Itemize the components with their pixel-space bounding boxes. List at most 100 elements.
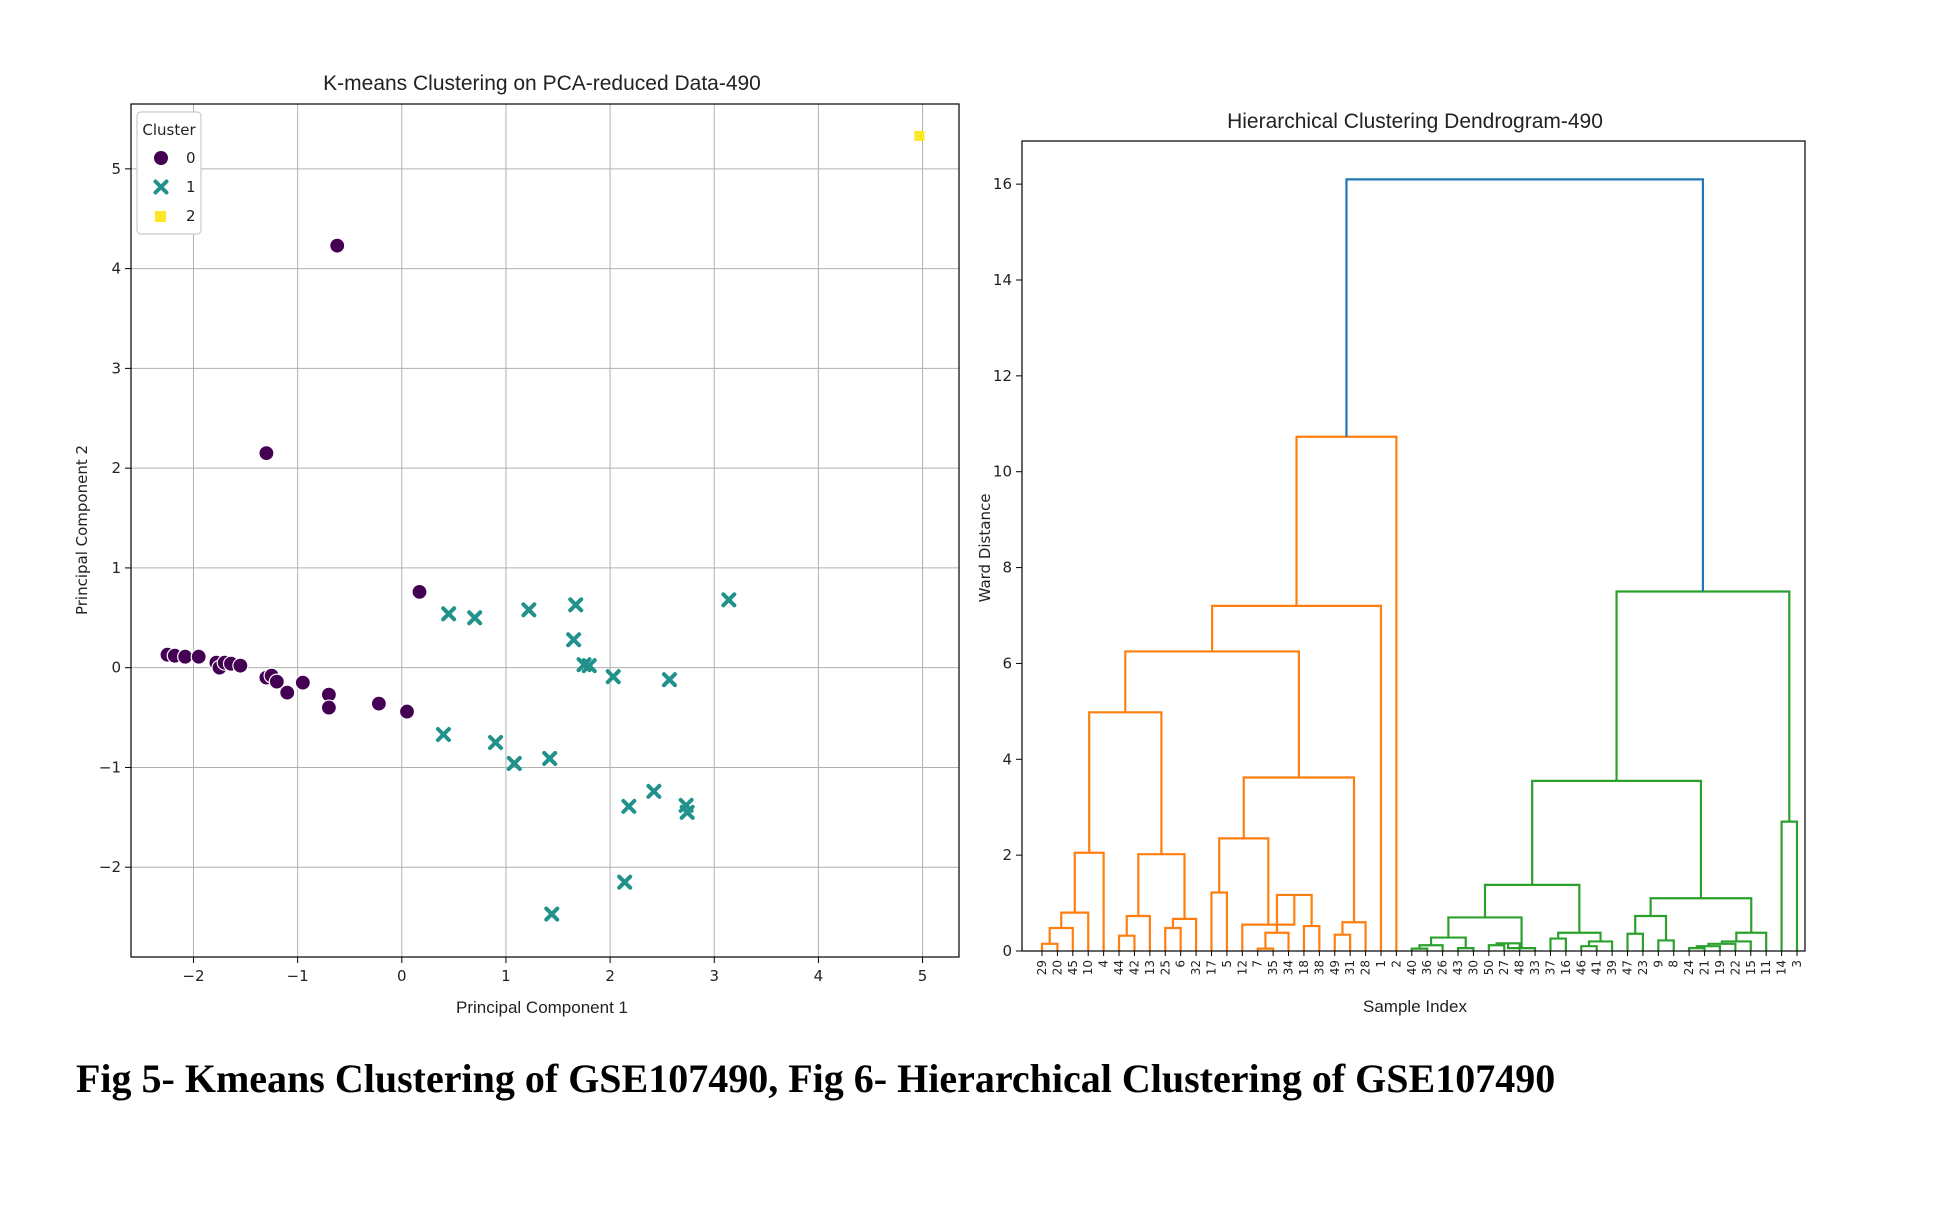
data-point-cluster-1 [621,798,637,814]
leaf-label: 38 [1312,960,1326,975]
leaf-label: 5 [1220,960,1234,968]
leaf-label: 26 [1436,960,1450,975]
dendro-link-orange [1124,650,1300,778]
dendro-link-green [1780,820,1799,951]
dendro-link-green [1634,914,1668,941]
dendro-link-orange [1117,934,1136,951]
leaf-label: 34 [1282,960,1296,975]
data-point-cluster-0 [268,673,285,690]
dendro-link-orange [1164,926,1182,951]
dendrogram-leaf-labels: 29 20 45 10 4 44 42 13 25 6 32 17 5 12 7 35 34 18 38 49 31 28… [1035,951,1804,975]
dendro-y-tick-label: 4 [1002,750,1012,768]
data-point-cluster-1 [605,669,621,685]
leaf-label: 48 [1513,960,1527,975]
y-tick-label: 0 [111,659,121,677]
data-point-cluster-1 [679,804,695,820]
leaf-label: 39 [1605,960,1619,975]
dendro-link-green [1580,945,1598,951]
leaf-label: 45 [1066,960,1080,975]
data-point-cluster-1 [721,592,737,608]
data-point-cluster-0 [232,657,249,674]
dendro-link-orange [1242,776,1356,923]
dendro-y-tick-label: 0 [1002,942,1012,960]
dendro-y-tick-label: 6 [1002,654,1012,672]
dendrogram-axes-frame [1021,140,1806,952]
scatter-ylabel: Principal Component 2 [73,445,91,615]
dendro-link-blue [1345,178,1705,592]
dendrogram-chart: Hierarchical Clustering Dendrogram-490 0… [976,110,1806,1016]
leaf-label: 11 [1759,960,1773,975]
data-point-cluster-1 [506,755,522,771]
y-tick-label: −1 [99,758,121,776]
scatter-legend: Cluster 0 1 2 [136,111,202,235]
leaf-label: 22 [1728,960,1742,975]
leaf-label: 25 [1158,960,1172,975]
dendrogram-ylabel: Ward Distance [976,494,994,603]
leaf-label: 41 [1590,960,1604,975]
leaf-label: 6 [1174,960,1188,968]
kmeans-scatter-chart: K-means Clustering on PCA-reduced Data-4… [73,72,960,1017]
dendrogram-xlabel: Sample Index [1363,997,1467,1016]
leaf-label: 32 [1189,960,1203,975]
x-tick-label: −2 [182,967,204,985]
legend-x-glyph [153,179,169,195]
dendro-link-green [1557,931,1602,942]
x-tick-label: 3 [709,967,719,985]
leaf-label: 15 [1744,960,1758,975]
leaf-label: 3 [1790,960,1804,968]
dendro-y-tick-label: 10 [993,463,1012,481]
leaf-label: 49 [1328,960,1342,975]
y-tick-label: −2 [99,858,121,876]
leaf-label: 33 [1528,960,1542,975]
data-point-cluster-1 [435,727,451,743]
leaf-label: 30 [1466,960,1480,975]
y-tick-label: 2 [111,459,121,477]
leaf-label: 21 [1698,960,1712,975]
data-point-cluster-0 [177,648,194,665]
leaf-label: 24 [1682,960,1696,975]
dendro-link-green [1487,944,1506,951]
data-point-cluster-0 [329,237,346,254]
data-point-cluster-1 [544,906,560,922]
dendro-link-green [1626,932,1645,951]
data-point-cluster-0 [398,703,416,720]
dendro-link-orange [1302,924,1321,951]
data-point-cluster-2 [914,130,925,141]
leaf-label: 1 [1374,960,1388,968]
leaf-label: 29 [1035,960,1049,975]
leaf-label: 35 [1266,960,1280,975]
x-tick-label: 2 [605,967,615,985]
data-point-cluster-1 [542,750,558,766]
leaf-label: 50 [1482,960,1496,975]
dendro-y-tick-label: 12 [993,367,1012,385]
leaf-label: 19 [1713,960,1727,975]
scatter-grid [131,104,959,957]
dendrogram-links [1040,178,1799,951]
leaf-label: 9 [1651,960,1665,968]
legend-marker-1 [153,179,169,195]
data-point-cluster-0 [279,684,296,701]
legend-label-1: 1 [186,178,196,196]
data-point-cluster-0 [258,445,275,462]
dendro-link-green [1707,942,1737,951]
leaf-label: 23 [1636,960,1650,975]
dendro-link-orange [1088,711,1163,855]
x-tick-label: 1 [501,967,511,985]
data-point-cluster-1 [617,874,633,890]
figure-caption: Fig 5- Kmeans Clustering of GSE107490, F… [76,1056,1556,1101]
leaf-label: 27 [1497,960,1511,975]
leaf-label: 28 [1359,960,1373,975]
data-point-cluster-1 [646,783,662,799]
data-point-cluster-0 [320,699,337,716]
scatter-xlabel: Principal Component 1 [456,998,628,1017]
legend-label-0: 0 [186,149,196,167]
data-point-cluster-1 [467,610,483,626]
y-tick-label: 5 [111,160,121,178]
dendro-y-tick-label: 14 [993,271,1012,289]
scatter-points [159,130,925,922]
dendrogram-yticks: 0 2 4 6 8 10 12 14 16 [993,175,1022,960]
leaf-label: 2 [1389,960,1403,968]
leaf-label: 16 [1559,960,1573,975]
data-point-cluster-0 [294,674,311,691]
